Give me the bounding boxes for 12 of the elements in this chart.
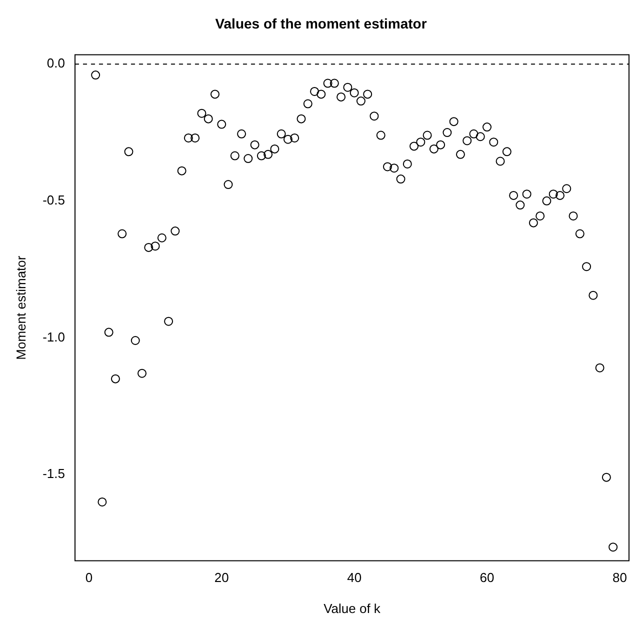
y-tick-label: -1.0 [42,329,65,344]
x-tick-label: 20 [214,570,229,586]
y-tick-label: 0.0 [46,56,65,71]
x-tick-label: 40 [347,570,362,586]
y-axis-title: Moment estimator [13,255,28,360]
y-tick-label: -1.5 [42,466,65,482]
x-axis-title: Value of k [324,600,381,616]
x-tick-label: 60 [480,570,494,586]
x-tick-label: 80 [612,570,627,586]
x-tick-label: 0 [85,570,93,586]
chart-title: Values of the moment estimator [215,15,428,32]
y-tick-label: -0.5 [42,192,65,208]
